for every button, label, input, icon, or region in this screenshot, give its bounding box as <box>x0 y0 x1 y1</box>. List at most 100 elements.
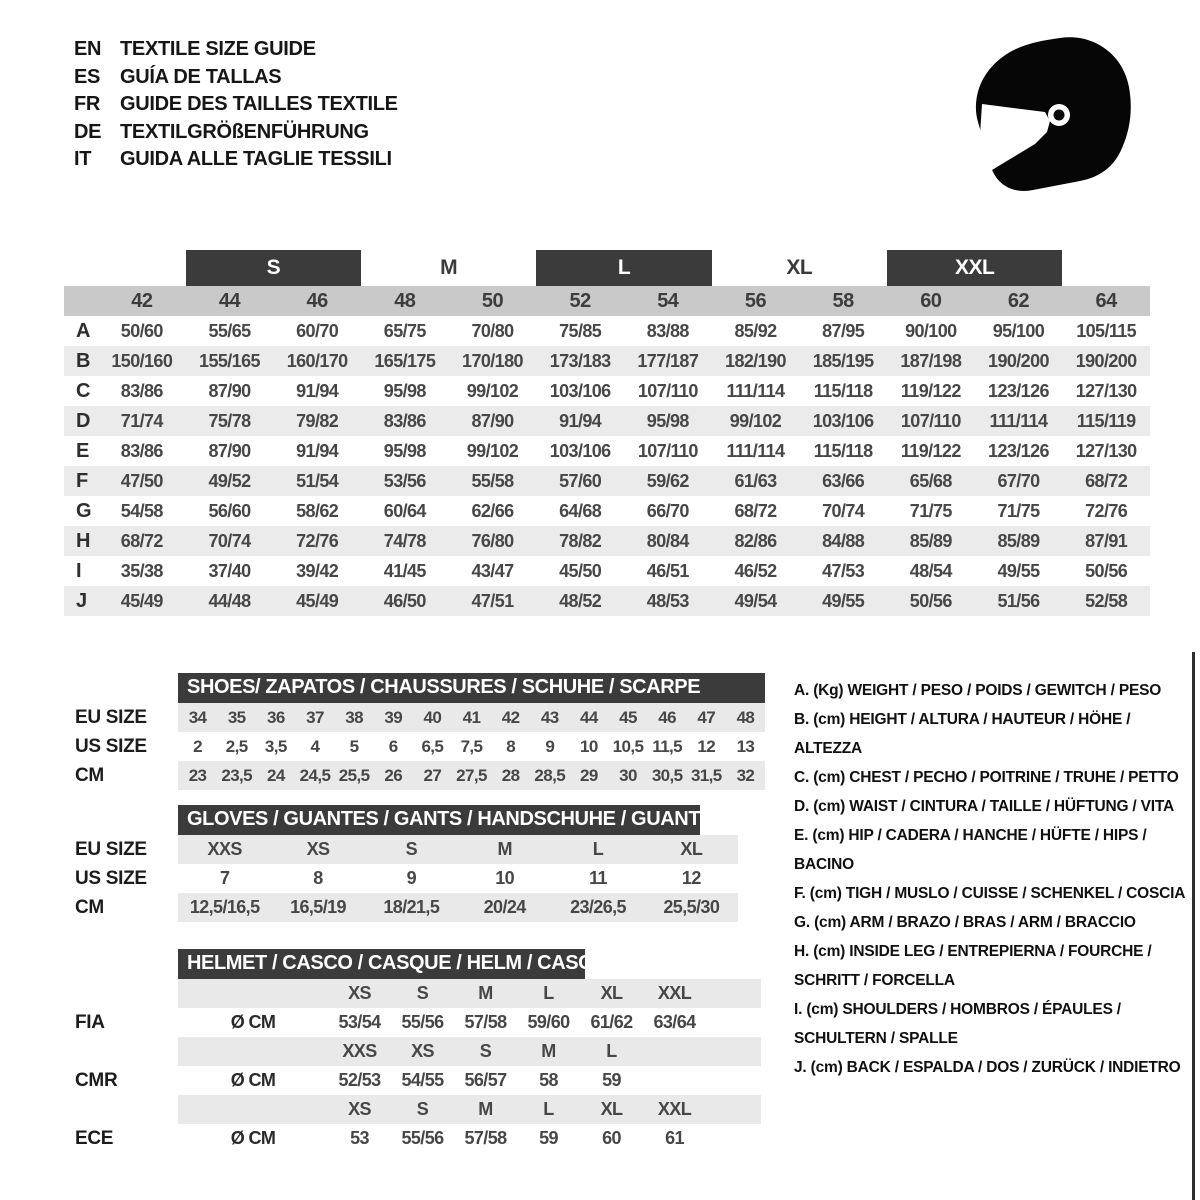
size-cell: 47/51 <box>471 590 514 611</box>
size-cell: 107/110 <box>900 410 961 431</box>
row-label: CM <box>75 896 104 918</box>
page-edge-line <box>1192 652 1195 1200</box>
size-cell: 150/160 <box>111 350 173 371</box>
measure-row-i: I 35/38 37/40 39/42 41/45 43/47 45/50 46/51 46/5… <box>64 556 1150 586</box>
size-cell: 58 <box>539 1070 558 1090</box>
size-cell: 123/126 <box>988 440 1049 461</box>
size-cell: 60/64 <box>383 500 427 521</box>
size-cell: 75/78 <box>208 410 251 431</box>
size-cell: 85/89 <box>997 530 1040 551</box>
helmet-size-section: HELMET / CASCO / CASQUE / HELM / CASCO X… <box>64 948 761 1153</box>
size-cell: 48/52 <box>559 590 602 611</box>
numeric-size-label: 42 <box>131 289 153 312</box>
size-cell: 95/98 <box>383 380 427 401</box>
row-label: CMR <box>75 1069 118 1091</box>
size-cell: 7,5 <box>460 736 483 756</box>
size-cell: 90/100 <box>905 320 957 341</box>
size-cell: 26 <box>373 761 413 790</box>
measure-row-c: C 83/86 87/90 91/94 95/98 99/102 103/106 107/11… <box>64 376 1150 406</box>
size-cell: 173/183 <box>549 350 611 371</box>
size-cell: 16,5/19 <box>271 893 365 922</box>
measure-row-f: F 47/50 49/52 51/54 53/56 55/58 57/60 59/62 61/6… <box>64 466 1150 496</box>
numeric-size-label: 58 <box>832 289 855 312</box>
measure-row-j: J 45/49 44/48 45/49 46/50 47/51 48/52 48/53 49/5… <box>64 586 1150 616</box>
gloves-size-section: GLOVES / GUANTES / GANTS / HANDSCHUHE / … <box>64 804 738 922</box>
size-cell: 46 <box>647 703 687 732</box>
spacer <box>64 948 178 979</box>
size-cell: 59 <box>539 1128 558 1148</box>
size-cell: 78/82 <box>559 530 602 551</box>
row-label: EU SIZE <box>75 706 147 728</box>
size-cell: 6 <box>388 736 398 756</box>
filler-cell <box>706 1037 761 1066</box>
size-cell: 8 <box>506 736 516 756</box>
size-cell: 12,5/16,5 <box>178 893 272 922</box>
language-code: DE <box>74 120 102 143</box>
row-label: FIA <box>75 1011 105 1033</box>
size-cell: XL <box>644 835 738 864</box>
row-label <box>64 979 178 1008</box>
helmet-bar-row: HELMET / CASCO / CASQUE / HELM / CASCO <box>64 948 761 979</box>
legend-item: B. (cm) HEIGHT / ALTURA / HAUTEUR / HÖHE… <box>794 711 1131 757</box>
numeric-size-label: 64 <box>1095 289 1118 312</box>
size-cell: 70/74 <box>822 500 865 521</box>
filler-cell <box>643 1066 706 1095</box>
size-cell: 79/82 <box>296 410 339 431</box>
diameter-label: Ø CM <box>230 1128 276 1148</box>
size-cell: 59/60 <box>527 1012 570 1032</box>
size-cell: 87/90 <box>208 380 251 401</box>
size-cell: 53 <box>350 1128 369 1148</box>
size-cell: 39 <box>373 703 413 732</box>
row-letter: I <box>76 559 82 582</box>
helmet-row: XXS XS S M L <box>64 1037 761 1066</box>
measure-row-b: B 150/160 155/165 160/170 165/175 170/180 173/… <box>64 346 1150 376</box>
size-cell: 87/90 <box>471 410 514 431</box>
numeric-size-label: 56 <box>744 289 767 312</box>
size-cell: L <box>580 1037 643 1066</box>
size-cell: XS <box>328 979 391 1008</box>
size-cell: 103/106 <box>549 380 611 401</box>
size-cell: 83/86 <box>383 410 427 431</box>
size-cell: 71/75 <box>909 500 953 521</box>
helmet-row: XS S M L XL XXL <box>64 979 761 1008</box>
size-cell: 190/200 <box>988 350 1049 371</box>
size-cell: XXS <box>328 1037 391 1066</box>
measure-row-h: H 68/72 70/74 72/76 74/78 76/80 78/82 80/84 82/8… <box>64 526 1150 556</box>
size-cell: 68/72 <box>734 500 777 521</box>
size-cell: 42 <box>491 703 531 732</box>
racing-helmet-glyph <box>975 37 1131 191</box>
size-cell: 50/60 <box>120 320 164 341</box>
size-cell: 185/195 <box>812 350 874 371</box>
size-cell: 45/49 <box>120 590 164 611</box>
size-cell: 30 <box>608 761 648 790</box>
size-cell: 55/56 <box>401 1012 444 1032</box>
size-cell: 28,5 <box>530 761 570 790</box>
diameter-label <box>178 979 328 1008</box>
size-cell: 76/80 <box>471 530 514 551</box>
size-group-s: S <box>185 249 361 286</box>
numeric-size-label: 44 <box>218 289 241 312</box>
size-cell: 83/86 <box>120 380 164 401</box>
size-cell: 57/58 <box>464 1128 507 1148</box>
size-cell: 4 <box>310 736 320 756</box>
size-cell: M <box>454 979 517 1008</box>
language-title: TEXTILGRÖßENFÜHRUNG <box>120 120 369 143</box>
legend-item: C. (cm) CHEST / PECHO / POITRINE / TRUHE… <box>794 769 1179 786</box>
size-cell: M <box>458 835 552 864</box>
size-cell: 27 <box>412 761 452 790</box>
size-cell: 2 <box>193 736 202 756</box>
size-cell: 55/56 <box>401 1128 444 1148</box>
size-cell: 8 <box>313 868 323 888</box>
size-cell: 51/56 <box>997 590 1040 611</box>
section-row: EU SIZE 34 35 36 37 38 39 40 41 42 43 44 45 46 47 48 <box>64 703 765 732</box>
size-cell: 119/122 <box>900 380 961 401</box>
numeric-size-label: 48 <box>394 289 416 312</box>
numeric-size-label: 50 <box>481 289 504 312</box>
size-cell: 99/102 <box>466 380 519 401</box>
size-cell: 59/62 <box>646 470 690 491</box>
size-cell: 64/68 <box>559 500 602 521</box>
size-cell: 45 <box>608 703 648 732</box>
language-item: IT GUIDA ALLE TAGLIE TESSILI <box>74 146 398 174</box>
size-cell: 111/114 <box>726 380 785 401</box>
